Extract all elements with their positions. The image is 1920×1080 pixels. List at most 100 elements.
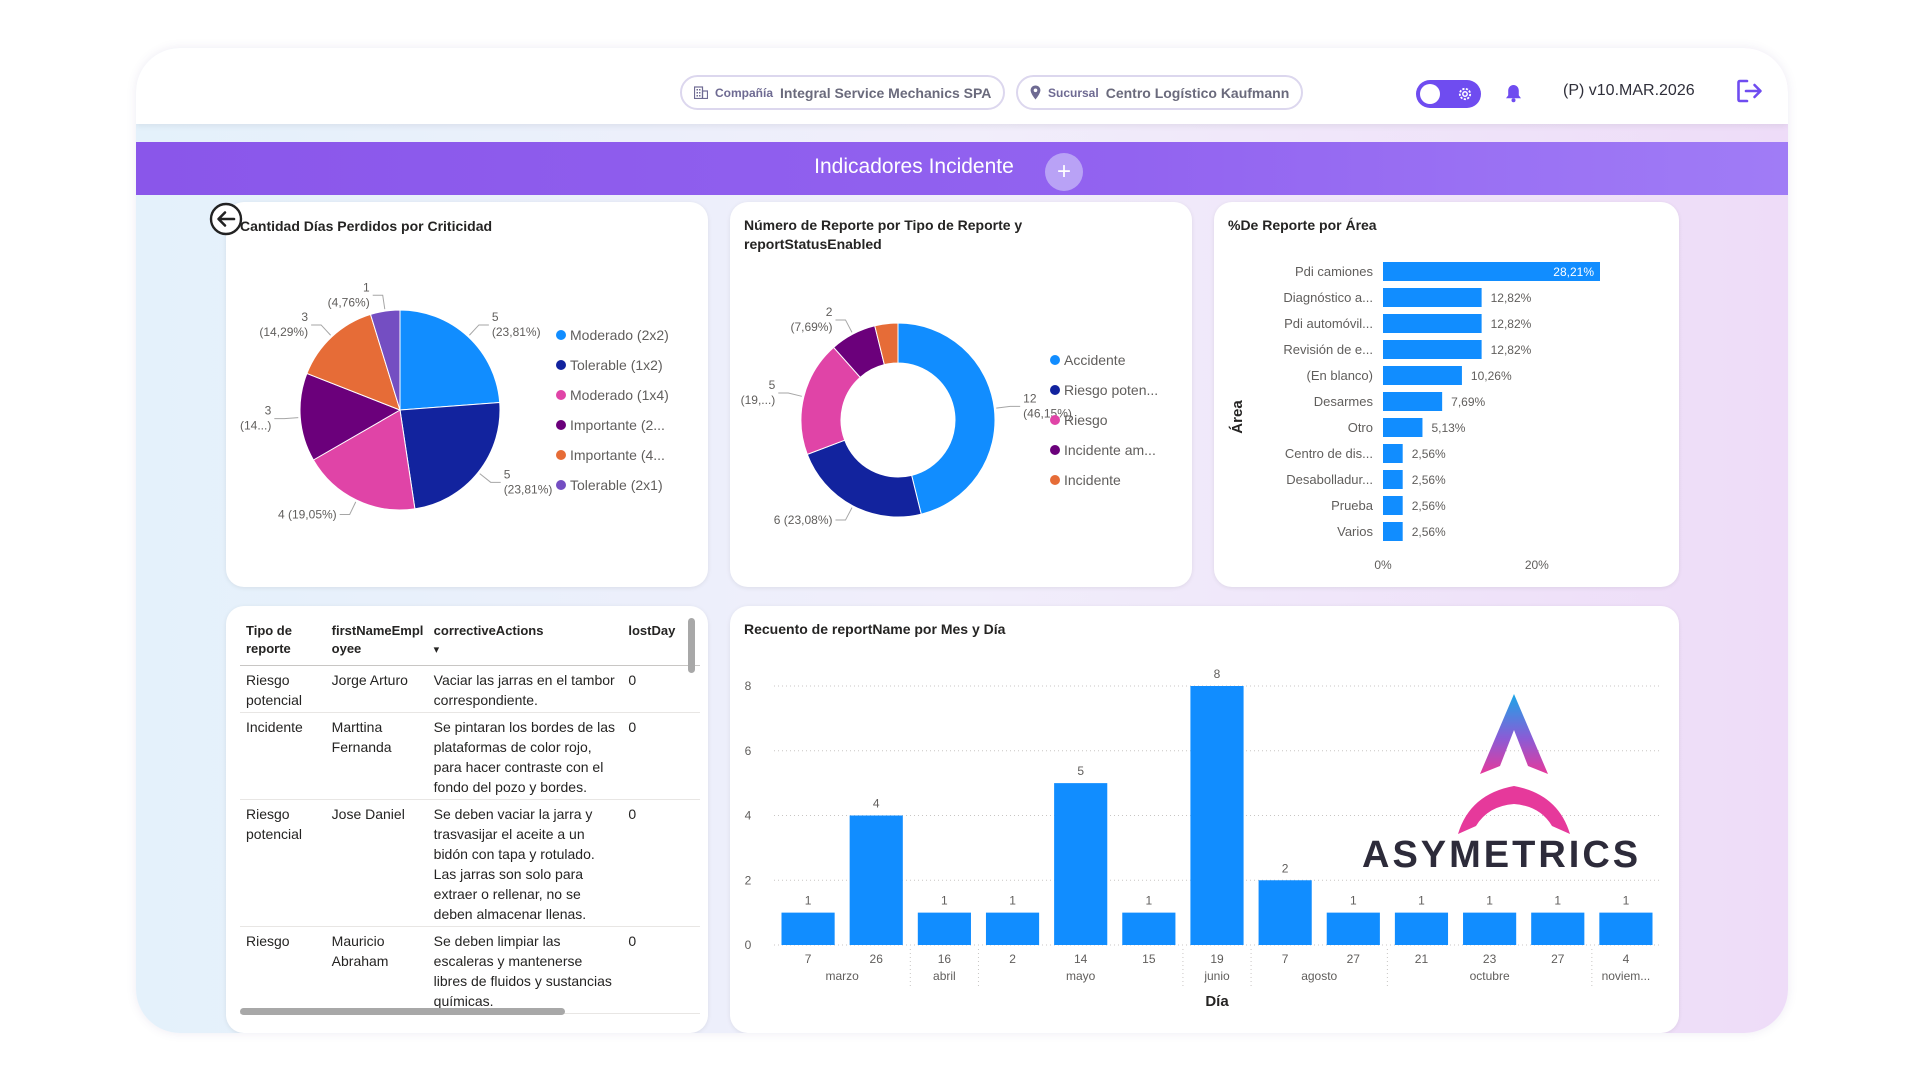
bar bbox=[1190, 686, 1244, 945]
day-tick: 14 bbox=[1074, 952, 1088, 966]
bar bbox=[1531, 912, 1585, 945]
table-cell-name: Marttina Fernanda bbox=[325, 712, 428, 800]
category-label: Pdi automóvil... bbox=[1284, 316, 1373, 331]
legend-label: Importante (4... bbox=[570, 447, 665, 463]
legend-item[interactable]: Moderado (2x2) bbox=[556, 327, 669, 343]
legend-item[interactable]: Riesgo poten... bbox=[1050, 382, 1158, 398]
col-header-type[interactable]: Tipo de reporte bbox=[240, 616, 326, 666]
pie-card-title: Cantidad Días Perdidos por Criticidad bbox=[240, 218, 493, 234]
sort-icon[interactable]: ▾ bbox=[433, 644, 440, 656]
legend-swatch bbox=[1050, 475, 1060, 485]
bar bbox=[1383, 444, 1403, 463]
bar bbox=[1463, 912, 1517, 945]
legend-item[interactable]: Tolerable (2x1) bbox=[556, 477, 663, 493]
legend-swatch bbox=[556, 450, 566, 460]
table-row[interactable]: Incidente Marttina Fernanda Se pintaran lo… bbox=[240, 712, 700, 800]
legend-item[interactable]: Incidente am... bbox=[1050, 442, 1156, 458]
data-label-line: (14...) bbox=[240, 419, 271, 433]
pie-card: Cantidad Días Perdidos por Criticidad 5(… bbox=[226, 202, 708, 587]
legend-item[interactable]: Accidente bbox=[1050, 352, 1125, 368]
legend-item[interactable]: Importante (2... bbox=[556, 417, 665, 433]
donut-title-line2: reportStatusEnabled bbox=[744, 236, 882, 252]
data-label-line: 5 bbox=[492, 310, 499, 324]
value-label: 12,82% bbox=[1491, 291, 1532, 305]
brand-logo: ASYMETRICS bbox=[1362, 686, 1662, 886]
header-band: Indicadores Incidente + bbox=[136, 142, 1788, 195]
legend-label: Riesgo poten... bbox=[1064, 382, 1159, 398]
data-label-4: 3 (14,29%) bbox=[259, 310, 308, 339]
col-header-lostday[interactable]: lostDay bbox=[622, 616, 700, 666]
top-bar: Compañía Integral Service Mechanics SPA … bbox=[136, 48, 1788, 124]
data-label-3: 3 (14...) bbox=[240, 404, 272, 433]
brand-name: ASYMETRICS bbox=[1362, 834, 1642, 876]
slice-4 bbox=[874, 322, 899, 366]
legend-label: Accidente bbox=[1064, 352, 1126, 368]
location-pin-icon bbox=[1030, 85, 1041, 100]
day-tick: 27 bbox=[1551, 952, 1565, 966]
table-cell-type: Riesgo potencial bbox=[240, 799, 326, 927]
data-label-line: (23,81%) bbox=[492, 325, 541, 339]
table-row[interactable]: Riesgo potencial Jose Daniel Se deben vaci… bbox=[240, 799, 700, 927]
value-label: 28,21% bbox=[1553, 265, 1594, 279]
value-label: 12,82% bbox=[1491, 317, 1532, 331]
data-label-5: 1 (4,76%) bbox=[328, 280, 370, 309]
leader-line-1 bbox=[835, 507, 853, 521]
legend-item[interactable]: Tolerable (1x2) bbox=[556, 357, 663, 373]
legend-swatch bbox=[1050, 445, 1060, 455]
dashboard-window: Compañía Integral Service Mechanics SPA … bbox=[136, 48, 1788, 1033]
bar bbox=[985, 912, 1040, 945]
logout-icon[interactable] bbox=[1736, 78, 1764, 104]
theme-toggle[interactable] bbox=[1416, 80, 1481, 108]
legend-swatch bbox=[1050, 385, 1060, 395]
legend-label: Tolerable (1x2) bbox=[570, 357, 663, 373]
category-label: Centro de dis... bbox=[1285, 446, 1373, 461]
leader-line-2 bbox=[339, 501, 357, 516]
table-cell-lost: 0 bbox=[622, 712, 700, 800]
bar bbox=[1054, 783, 1108, 945]
table-cell-lost: 0 bbox=[622, 665, 700, 713]
area-bar-chart: Área Pdi camiones 28,21% Diagnóstico a... 12… bbox=[1229, 262, 1600, 572]
monthly-bar-card-title: Recuento de reportName por Mes y Día bbox=[744, 621, 1006, 637]
branch-selector[interactable]: Sucursal Centro Logístico Kaufmann bbox=[1016, 75, 1304, 110]
col-header-actions[interactable]: correctiveActions ▾ bbox=[427, 616, 623, 666]
day-tick: 23 bbox=[1483, 952, 1497, 966]
toggle-knob bbox=[1420, 84, 1440, 104]
table-card: Tipo de reporte firstNameEmployee correc… bbox=[226, 606, 708, 1033]
vertical-scrollbar[interactable] bbox=[688, 618, 695, 673]
back-arrow-icon[interactable] bbox=[208, 201, 244, 237]
page-title: Indicadores Incidente bbox=[814, 155, 1014, 178]
col-header-employee[interactable]: firstNameEmployee bbox=[325, 616, 428, 666]
add-button[interactable]: + bbox=[1045, 153, 1083, 191]
table-row[interactable]: Riesgo Mauricio Abraham Se deben limpiar l… bbox=[240, 926, 700, 1014]
bar bbox=[1394, 912, 1449, 945]
data-label-line: 3 bbox=[301, 310, 308, 324]
axis-title: Área bbox=[1229, 400, 1246, 434]
legend-item[interactable]: Incidente bbox=[1050, 472, 1121, 488]
leader-line-0 bbox=[996, 405, 1021, 409]
leader-line-4 bbox=[311, 324, 331, 336]
y-tick: 0 bbox=[745, 938, 752, 952]
y-tick: 6 bbox=[745, 744, 752, 758]
data-label-line: (23,81%) bbox=[504, 482, 553, 496]
legend-item[interactable]: Moderado (1x4) bbox=[556, 387, 669, 403]
data-label-line: (4,76%) bbox=[328, 295, 370, 309]
category-label: Desarmes bbox=[1314, 394, 1374, 409]
legend-item[interactable]: Riesgo bbox=[1050, 412, 1108, 428]
donut-card: Número de Reporte por Tipo de Reporte y … bbox=[730, 202, 1192, 587]
slice-5 bbox=[369, 309, 401, 411]
leader-line-1 bbox=[479, 473, 501, 483]
company-label: Compañía bbox=[715, 85, 774, 100]
legend-item[interactable]: Importante (4... bbox=[556, 447, 665, 463]
legend-label: Riesgo bbox=[1064, 412, 1108, 428]
horizontal-scrollbar[interactable] bbox=[240, 1008, 565, 1015]
category-label: Diagnóstico a... bbox=[1283, 290, 1373, 305]
table-cell-name: Jorge Arturo bbox=[325, 665, 428, 713]
bar-value-label: 2 bbox=[1282, 861, 1289, 875]
bar bbox=[1599, 912, 1653, 945]
bar-value-label: 4 bbox=[873, 797, 880, 811]
table-row[interactable]: Riesgo potencial Jorge Arturo Vaciar las j… bbox=[240, 665, 700, 713]
bar bbox=[849, 815, 903, 945]
bell-icon[interactable] bbox=[1505, 84, 1522, 103]
company-selector[interactable]: Compañía Integral Service Mechanics SPA bbox=[680, 75, 1006, 110]
table-cell-type: Riesgo bbox=[240, 926, 326, 1014]
